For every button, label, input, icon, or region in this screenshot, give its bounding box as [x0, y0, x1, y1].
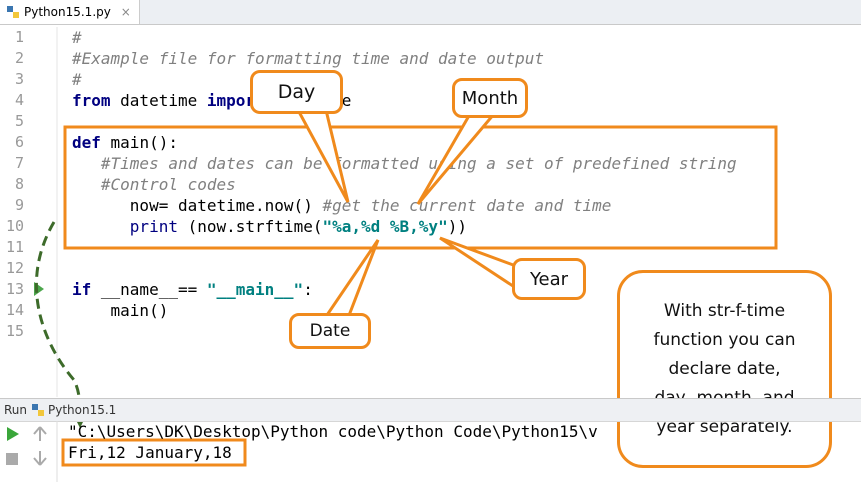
code-token: #get the current date and time [322, 196, 612, 215]
output-line: Fri,12 January,18 [68, 443, 232, 462]
code-text: def main(): [72, 132, 178, 153]
code-token: print [72, 217, 178, 236]
rerun-button[interactable] [7, 427, 19, 441]
callout-tail [322, 239, 380, 320]
callout-text: Date [309, 321, 351, 341]
line-number: 1 [14, 28, 24, 46]
code-line: 3 # [0, 69, 861, 90]
line-number: 15 [5, 322, 24, 340]
code-line: 12 [0, 258, 861, 279]
output-highlight [61, 438, 247, 467]
line-number: 5 [14, 112, 24, 130]
stop-button[interactable] [6, 453, 18, 465]
code-text: main() [72, 300, 169, 321]
code-token: def [72, 133, 101, 152]
run-label: Run [4, 403, 28, 417]
code-line: 2 #Example file for formatting time and d… [0, 48, 861, 69]
output-line: "C:\Users\DK\Desktop\Python code\Python … [68, 422, 598, 441]
line-number: 11 [5, 238, 24, 256]
code-line: 6 def main(): [0, 132, 861, 153]
code-line: 1 # [0, 27, 861, 48]
code-token: if [72, 280, 92, 299]
code-highlight [63, 125, 778, 250]
callout-date: Date [289, 313, 371, 349]
code-line: 9 now= datetime.now() #get the current d… [0, 195, 861, 216]
code-token: (now.strftime( [177, 217, 323, 236]
code-text: #Control codes [72, 174, 236, 195]
code-text: # [72, 27, 82, 48]
callout-tail [439, 236, 518, 291]
python-icon [32, 404, 44, 416]
code-line: 5 [0, 111, 861, 132]
code-token: # [72, 28, 82, 47]
code-token: main() [72, 301, 169, 320]
callout-year: Year [512, 258, 586, 300]
close-icon[interactable]: × [120, 5, 131, 19]
code-token: "%a,%d %B,%y" [322, 217, 448, 236]
code-text: #Example file for formatting time and da… [72, 48, 544, 69]
line-number: 10 [5, 217, 24, 235]
callout-month: Month [452, 78, 528, 118]
dashed-arrow [34, 221, 82, 419]
code-line: 14 main() [0, 300, 861, 321]
code-token: main(): [100, 133, 178, 152]
code-token: __name__== [91, 280, 207, 299]
line-number: 6 [14, 133, 24, 151]
code-text: # [72, 69, 82, 90]
callout-text: Month [461, 87, 519, 109]
code-token: now= datetime.now() [72, 196, 323, 215]
line-number: 3 [14, 70, 24, 88]
code-line: 10 print (now.strftime("%a,%d %B,%y")) [0, 216, 861, 237]
callout-day: Day [250, 70, 343, 114]
tab-title: Python15.1.py [24, 5, 111, 19]
line-number: 8 [14, 175, 24, 193]
code-token: from [72, 91, 111, 110]
code-token: )) [447, 217, 467, 236]
run-bar: Run Python15.1 [0, 398, 861, 422]
code-token: # [72, 70, 82, 89]
callout-text: Year [529, 268, 569, 290]
code-token: #Control codes [72, 175, 236, 194]
line-number: 13 [5, 280, 24, 298]
line-number: 4 [14, 91, 24, 109]
code-token: : [303, 280, 313, 299]
code-line: 13 if __name__== "__main__": [0, 279, 861, 300]
code-token: #Example file for formatting time and da… [72, 49, 545, 68]
callout-tail [295, 108, 350, 203]
line-number: 9 [14, 196, 24, 214]
code-text: now= datetime.now() #get the current dat… [72, 195, 612, 216]
line-number: 12 [5, 259, 24, 277]
down-button[interactable] [33, 451, 47, 466]
editor: 1 #2 #Example file for formatting time and… [0, 27, 861, 397]
code-line: 8 #Control codes [0, 174, 861, 195]
code-line: 15 [0, 321, 861, 342]
line-number: 2 [14, 49, 24, 67]
code-text: if __name__== "__main__": [72, 279, 313, 300]
file-tab[interactable]: Python15.1.py × [0, 0, 140, 24]
line-number: 14 [5, 301, 24, 319]
code-text: print (now.strftime("%a,%d %B,%y")) [72, 216, 467, 237]
run-toolbar [6, 421, 58, 482]
tab-bar: Python15.1.py × [0, 0, 861, 25]
run-config[interactable]: Python15.1 [48, 403, 117, 417]
code-token: "__main__" [206, 280, 304, 299]
code-token: datetime [110, 91, 207, 110]
output-panel: "C:\Users\DK\Desktop\Python code\Python … [0, 421, 861, 482]
up-button[interactable] [33, 426, 47, 441]
callout-text: Day [277, 81, 316, 103]
code-line: 11 [0, 237, 861, 258]
line-number: 7 [14, 154, 24, 172]
python-icon [7, 6, 19, 18]
